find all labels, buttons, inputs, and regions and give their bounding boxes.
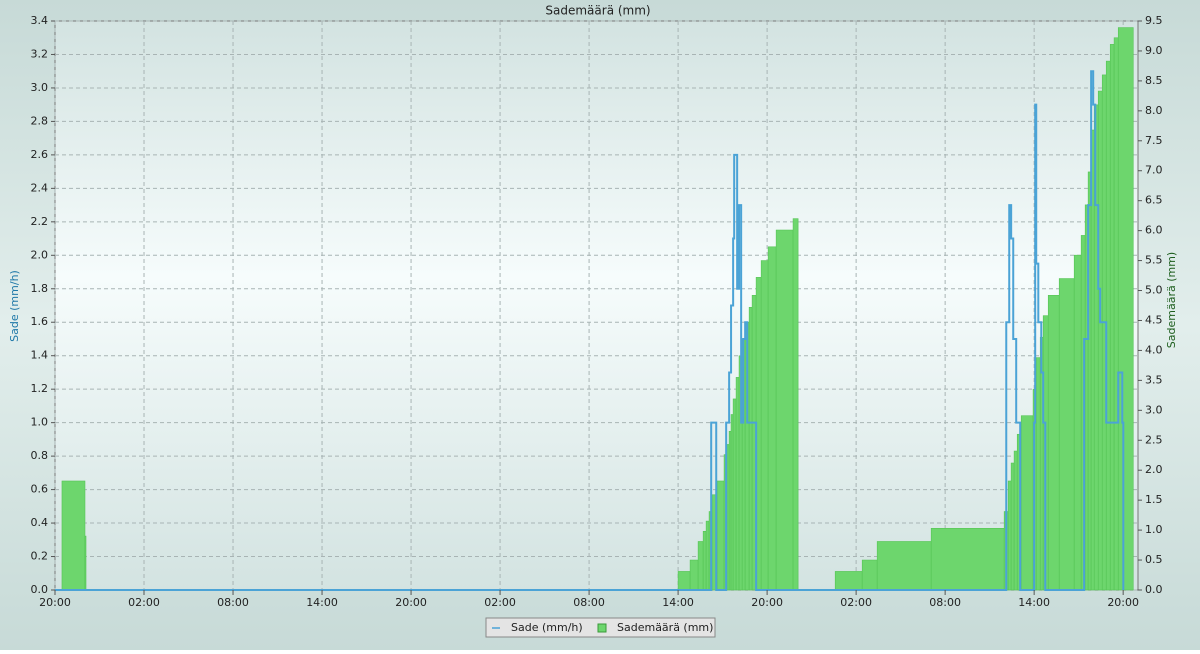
y2-tick-label: 8.0 xyxy=(1145,104,1163,117)
y-tick-label: 2.6 xyxy=(31,148,49,161)
x-tick-label: 08:00 xyxy=(217,596,249,609)
y2-tick-label: 2.5 xyxy=(1145,433,1163,446)
area-step xyxy=(705,520,710,591)
y2-tick-label: 3.5 xyxy=(1145,373,1163,386)
chart-title: Sademäärä (mm) xyxy=(545,4,650,18)
y-tick-label: 0.8 xyxy=(31,449,49,462)
area-step xyxy=(84,535,87,591)
area-step xyxy=(834,571,863,591)
y2-tick-label: 1.0 xyxy=(1145,523,1163,536)
area-step xyxy=(61,480,86,591)
x-tick-label: 08:00 xyxy=(929,596,961,609)
y-tick-label: 2.8 xyxy=(31,114,49,127)
area-step xyxy=(730,414,734,591)
y-tick-label: 2.0 xyxy=(31,248,49,261)
area-step xyxy=(732,398,737,591)
area-step xyxy=(1109,44,1115,591)
y2-tick-label: 7.0 xyxy=(1145,164,1163,177)
y2-axis-label: Sademäärä (mm) xyxy=(1165,252,1178,348)
y2-tick-label: 8.5 xyxy=(1145,74,1163,87)
y2-tick-label: 9.5 xyxy=(1145,14,1163,27)
area-step xyxy=(1097,90,1103,591)
area-step xyxy=(677,571,691,591)
area-step xyxy=(1010,462,1015,591)
y-tick-label: 1.2 xyxy=(31,382,49,395)
plot-marks xyxy=(55,27,1134,591)
area-step xyxy=(861,559,878,591)
area-step xyxy=(792,218,799,591)
x-tick-label: 14:00 xyxy=(306,596,338,609)
y2-tick-label: 6.0 xyxy=(1145,224,1163,237)
y-tick-label: 2.4 xyxy=(31,181,49,194)
y2-tick-label: 5.5 xyxy=(1145,254,1163,267)
area-step xyxy=(760,260,769,591)
x-tick-label: 20:00 xyxy=(39,596,71,609)
area-step xyxy=(726,444,730,591)
y-tick-label: 3.4 xyxy=(31,14,49,27)
area-step xyxy=(1113,37,1119,591)
y-tick-label: 3.2 xyxy=(31,47,49,60)
x-tick-label: 02:00 xyxy=(840,596,872,609)
area-step xyxy=(689,559,699,591)
area-step xyxy=(1073,254,1082,591)
area-step xyxy=(697,541,704,591)
y-tick-label: 0.2 xyxy=(31,550,49,563)
y-tick-label: 1.6 xyxy=(31,315,49,328)
y-tick-label: 1.8 xyxy=(31,282,49,295)
area-step xyxy=(767,246,777,591)
y2-tick-label: 0.0 xyxy=(1145,583,1163,596)
area-step xyxy=(876,541,932,591)
area-step xyxy=(1058,278,1075,591)
y-tick-label: 0.6 xyxy=(31,483,49,496)
y2-tick-label: 7.5 xyxy=(1145,134,1163,147)
legend-label: Sademäärä (mm) xyxy=(617,621,713,634)
y2-tick-label: 4.0 xyxy=(1145,343,1163,356)
rain-line xyxy=(55,70,1125,591)
plot-area xyxy=(54,20,1139,591)
y2-tick-label: 1.5 xyxy=(1145,493,1163,506)
x-tick-label: 02:00 xyxy=(128,596,160,609)
x-tick-label: 08:00 xyxy=(573,596,605,609)
y2-tick-label: 5.0 xyxy=(1145,284,1163,297)
y-tick-label: 2.2 xyxy=(31,215,49,228)
y-axis-label: Sade (mm/h) xyxy=(8,270,21,342)
y2-tick-label: 4.5 xyxy=(1145,313,1163,326)
y2-tick-label: 9.0 xyxy=(1145,44,1163,57)
area-step xyxy=(775,229,794,591)
area-step xyxy=(930,528,1005,591)
x-tick-label: 20:00 xyxy=(751,596,783,609)
y2-tick-label: 3.0 xyxy=(1145,403,1163,416)
y2-tick-label: 2.0 xyxy=(1145,463,1163,476)
area-step xyxy=(702,531,707,591)
area-step xyxy=(1035,357,1041,591)
area-step xyxy=(735,377,740,591)
area-step xyxy=(1020,415,1034,591)
legend-label: Sade (mm/h) xyxy=(511,621,583,634)
area-step xyxy=(1047,295,1060,591)
area-step xyxy=(748,306,753,591)
axes: 0.0 0.2 0.4 0.6 0.8 1.0 1.2 1.4 1.6 1.8 2.0 2.2 2.4 2… xyxy=(31,14,1163,609)
y2-tick-label: 0.5 xyxy=(1145,553,1163,566)
area-step xyxy=(1117,27,1134,591)
y2-tick-label: 6.5 xyxy=(1145,194,1163,207)
y-tick-label: 3.0 xyxy=(31,81,49,94)
y-tick-label: 0.0 xyxy=(31,583,49,596)
x-tick-label: 20:00 xyxy=(395,596,427,609)
x-tick-label: 14:00 xyxy=(662,596,694,609)
x-tick-label: 14:00 xyxy=(1018,596,1050,609)
y-tick-label: 1.4 xyxy=(31,349,49,362)
legend-swatch xyxy=(597,623,607,633)
x-tick-label: 20:00 xyxy=(1107,596,1139,609)
area-step xyxy=(1007,480,1012,591)
area-step xyxy=(1013,450,1018,591)
y-tick-label: 1.0 xyxy=(31,416,49,429)
area-step xyxy=(716,480,725,591)
y-tick-label: 0.4 xyxy=(31,516,49,529)
x-tick-label: 02:00 xyxy=(484,596,516,609)
